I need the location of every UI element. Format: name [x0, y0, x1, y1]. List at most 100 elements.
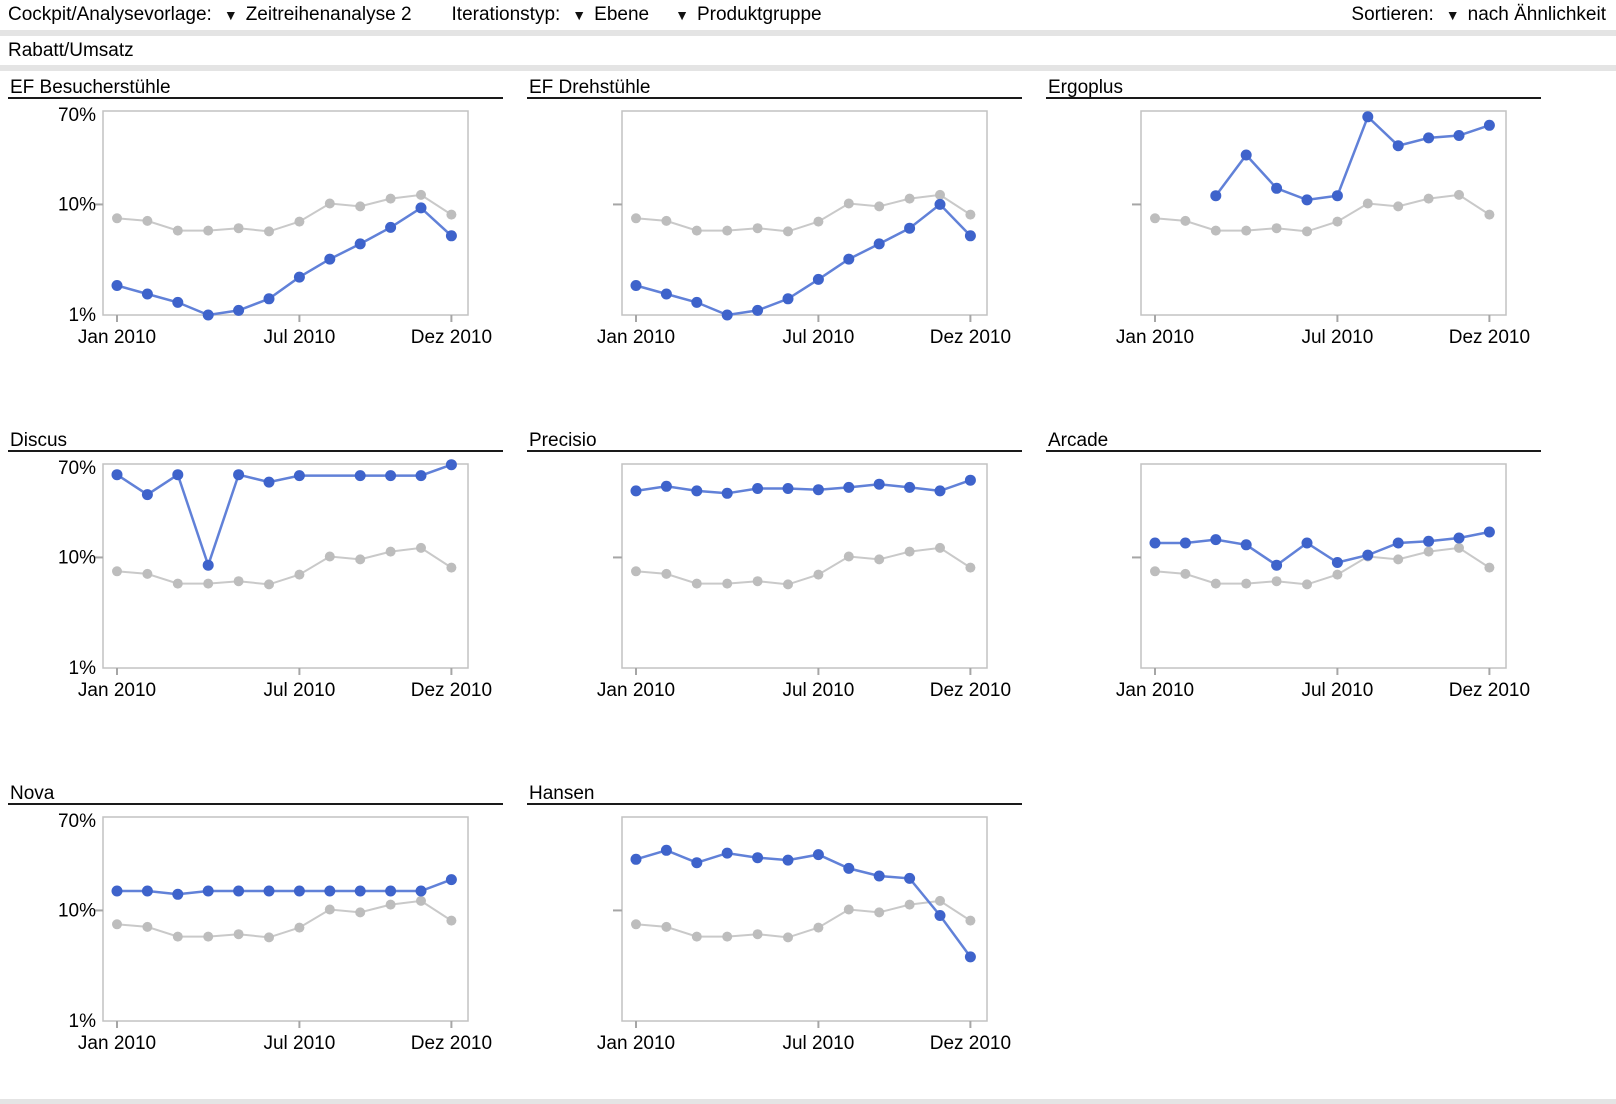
reference-point	[233, 576, 244, 587]
x-tick-label: Jan 2010	[1116, 327, 1194, 348]
chart-plot: Jan 2010 Jul 2010 Dez 2010	[1116, 110, 1530, 348]
reference-point	[1271, 576, 1282, 587]
x-tick-label: Jul 2010	[782, 327, 854, 348]
series-product-line	[635, 479, 971, 495]
product-point	[415, 470, 427, 482]
reference-point	[264, 579, 274, 590]
x-tick-label: Dez 2010	[930, 1033, 1011, 1054]
product-point	[1453, 130, 1465, 141]
reference-point	[416, 189, 426, 200]
reference-point	[355, 201, 366, 212]
reference-point	[1150, 213, 1160, 224]
reference-point	[1393, 201, 1404, 212]
reference-point	[691, 931, 702, 942]
product-point	[172, 888, 184, 900]
product-point	[812, 849, 824, 861]
reference-point	[324, 198, 335, 209]
product-point	[293, 271, 305, 283]
reference-point	[904, 899, 915, 910]
reference-point	[385, 546, 396, 557]
reference-point	[294, 922, 305, 933]
axis-frame	[102, 110, 469, 316]
reference-point	[233, 223, 244, 234]
product-point	[752, 304, 764, 316]
iteration-dropdown-level[interactable]: ▼ Ebene	[572, 4, 649, 26]
product-point	[904, 222, 916, 234]
product-point	[691, 296, 703, 308]
product-point	[843, 481, 855, 493]
product-point	[782, 293, 794, 305]
product-point	[721, 847, 733, 859]
x-tick-label: Jan 2010	[597, 327, 675, 348]
y-tick-label: 70%	[58, 811, 96, 832]
separator-band	[0, 65, 1616, 71]
reference-point	[631, 919, 641, 930]
sort-dropdown[interactable]: ▼ nach Ähnlichkeit	[1446, 4, 1606, 26]
product-point	[964, 951, 976, 963]
product-point	[752, 852, 764, 864]
product-point	[263, 293, 275, 305]
reference-point	[446, 915, 457, 926]
reference-point	[965, 562, 976, 573]
reference-point	[446, 209, 457, 220]
x-tick-label: Dez 2010	[930, 680, 1011, 701]
product-point	[172, 469, 184, 481]
product-point	[141, 885, 153, 897]
y-tick-label: 10%	[58, 900, 96, 921]
product-point	[445, 459, 457, 471]
product-point	[1149, 537, 1161, 549]
product-point	[354, 470, 366, 482]
reference-point	[722, 931, 733, 942]
product-point	[904, 481, 916, 493]
product-point	[293, 885, 305, 897]
product-point	[782, 854, 794, 866]
product-point	[445, 230, 457, 242]
product-point	[660, 844, 672, 856]
product-point	[660, 288, 672, 300]
chart-cell: Arcade Jan 2010 Jul 2010 Dez 2010	[1046, 430, 1541, 729]
chevron-down-icon: ▼	[572, 7, 587, 23]
product-point	[691, 485, 703, 497]
product-point	[934, 485, 946, 497]
product-point	[812, 484, 824, 496]
product-point	[202, 559, 214, 571]
product-point	[873, 478, 885, 490]
product-point	[964, 230, 976, 242]
reference-point	[172, 931, 183, 942]
product-point	[1453, 532, 1465, 544]
x-tick-label: Jan 2010	[597, 680, 675, 701]
product-point	[172, 296, 184, 308]
product-point	[141, 288, 153, 300]
reference-point	[965, 915, 976, 926]
product-point	[873, 870, 885, 882]
reference-point	[843, 198, 854, 209]
chart-title: Precisio	[527, 430, 1022, 452]
axis-frame	[621, 110, 988, 316]
product-point	[111, 469, 123, 481]
chart-cell: Precisio Jan 2010 Jul 2010 Dez 2010	[527, 430, 1022, 729]
reference-point	[203, 931, 214, 942]
product-point	[385, 221, 397, 233]
product-point	[630, 853, 642, 865]
reference-point	[172, 578, 183, 589]
chart-plot: Jan 2010 Jul 2010 Dez 2010	[1116, 463, 1530, 701]
iteration-dropdown-productgroup[interactable]: ▼ Produktgruppe	[675, 4, 822, 26]
reference-point	[1302, 226, 1312, 237]
cockpit-dropdown[interactable]: ▼ Zeitreihenanalyse 2	[224, 4, 412, 26]
chart-cell: Nova 70% 10% 1% Jan 2010 Jul 2010 Dez 2010	[8, 783, 503, 1082]
reference-point	[935, 895, 945, 906]
chart-plot: Jan 2010 Jul 2010 Dez 2010	[597, 463, 1011, 701]
product-point	[1331, 557, 1343, 568]
product-point	[1392, 140, 1404, 152]
product-point	[1179, 537, 1191, 549]
x-tick-label: Jan 2010	[1116, 680, 1194, 701]
reference-point	[691, 578, 702, 589]
reference-point	[1484, 562, 1495, 573]
axis-frame	[621, 816, 988, 1022]
product-point	[1301, 194, 1313, 206]
y-tick-label: 1%	[69, 305, 97, 326]
reference-point	[874, 907, 885, 918]
series-reference-line	[1154, 193, 1490, 233]
product-point	[1362, 549, 1374, 561]
product-point	[385, 885, 397, 897]
